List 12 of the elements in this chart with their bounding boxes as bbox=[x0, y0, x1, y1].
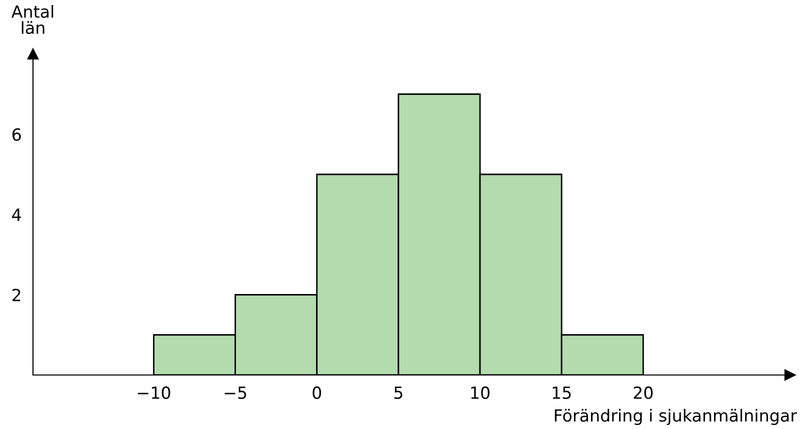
x-tick-label: −5 bbox=[224, 386, 246, 400]
y-axis-title: Antal län bbox=[11, 5, 54, 34]
x-tick-label: 20 bbox=[634, 386, 653, 400]
y-tick-label: 2 bbox=[12, 288, 20, 302]
x-tick-label: 5 bbox=[394, 386, 402, 400]
x-tick-label: 10 bbox=[471, 386, 490, 400]
x-tick-label: −10 bbox=[138, 386, 170, 400]
x-tick-label: 15 bbox=[552, 386, 571, 400]
x-tick-label: 0 bbox=[312, 386, 322, 400]
y-tick-label: 6 bbox=[12, 128, 21, 141]
x-axis-title: Förändring i sjukanmälningar bbox=[554, 408, 798, 425]
y-tick-label: 4 bbox=[12, 208, 21, 221]
